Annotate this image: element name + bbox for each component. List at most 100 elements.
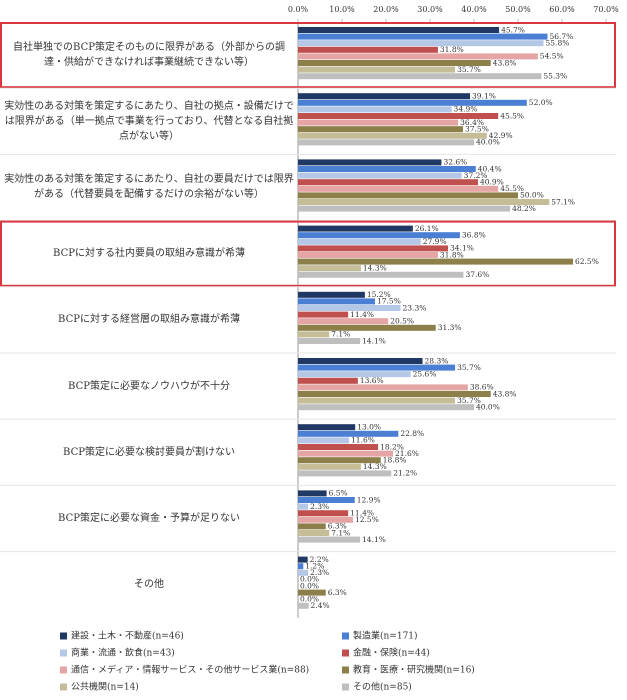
legend-label: 通信・メディア・情報サービス・その他サービス業(n=88) xyxy=(71,664,309,676)
data-label: 62.5% xyxy=(575,257,599,266)
bar xyxy=(298,437,350,444)
data-label: 54.5% xyxy=(540,52,564,61)
bar xyxy=(298,563,304,570)
data-label: 25.6% xyxy=(413,370,437,379)
bar xyxy=(298,225,413,232)
data-label: 28.3% xyxy=(425,356,449,365)
category-label: 実効性のある対策を策定するにあたり、自社の要員だけでは限界がある（代替要員を配備… xyxy=(4,174,294,201)
bar xyxy=(298,404,474,411)
legend-swatch xyxy=(342,649,349,657)
bar xyxy=(298,258,573,265)
bar xyxy=(298,199,550,205)
bar xyxy=(298,139,474,146)
bar xyxy=(298,490,327,497)
bar xyxy=(298,324,436,331)
bar xyxy=(298,179,478,186)
bar xyxy=(298,119,459,126)
data-label: 0.0% xyxy=(300,575,319,584)
bar xyxy=(298,305,401,311)
legend-swatch xyxy=(342,683,349,691)
bar xyxy=(298,569,309,576)
data-label: 31.8% xyxy=(440,250,464,259)
legend-swatch xyxy=(342,632,349,640)
data-label: 18.2% xyxy=(380,442,404,451)
bar xyxy=(298,132,487,139)
bar xyxy=(298,265,361,272)
data-label: 55.8% xyxy=(546,39,570,48)
bar xyxy=(298,444,379,450)
bar xyxy=(298,510,349,517)
data-label: 13.0% xyxy=(357,423,381,432)
data-label: 40.9% xyxy=(480,178,504,187)
x-tick-label: 10.0% xyxy=(329,5,355,14)
data-label: 37.2% xyxy=(464,171,488,180)
legend-swatch xyxy=(342,666,349,674)
legend-label: 公共機関(n=14) xyxy=(71,681,139,693)
bar xyxy=(298,318,389,325)
bar xyxy=(298,33,548,40)
data-label: 14.3% xyxy=(363,462,387,471)
bar xyxy=(298,530,330,536)
data-label: 35.7% xyxy=(457,65,481,74)
x-tick-label: 50.0% xyxy=(505,5,531,14)
x-tick-label: 0.0% xyxy=(288,5,309,14)
bar xyxy=(298,457,381,464)
data-label: 11.6% xyxy=(351,436,375,445)
x-tick-label: 40.0% xyxy=(461,5,487,14)
bar xyxy=(298,589,326,596)
data-label: 31.3% xyxy=(438,323,462,332)
bar xyxy=(298,424,356,431)
data-label: 45.5% xyxy=(500,111,524,120)
data-label: 31.8% xyxy=(440,45,464,54)
bar xyxy=(298,536,361,543)
data-label: 11.4% xyxy=(350,310,374,319)
bar xyxy=(298,192,518,199)
bar xyxy=(298,66,456,73)
data-label: 32.6% xyxy=(443,158,467,167)
data-label: 0.0% xyxy=(300,595,319,604)
data-label: 37.5% xyxy=(465,125,489,134)
x-tick-label: 20.0% xyxy=(373,5,399,14)
data-label: 34.9% xyxy=(454,105,478,114)
data-label: 45.7% xyxy=(501,25,525,34)
data-label: 35.7% xyxy=(457,363,481,372)
data-label: 7.1% xyxy=(331,330,350,339)
legend-swatch xyxy=(60,649,67,657)
x-tick-label: 30.0% xyxy=(417,5,443,14)
data-label: 39.1% xyxy=(472,92,496,101)
data-label: 42.9% xyxy=(489,131,513,140)
bar xyxy=(298,470,392,477)
data-label: 15.2% xyxy=(367,290,391,299)
legend-swatch xyxy=(60,683,67,691)
bar xyxy=(298,358,423,364)
bar xyxy=(298,245,449,252)
bar xyxy=(298,93,471,100)
data-label: 12.5% xyxy=(355,515,379,524)
data-label: 50.0% xyxy=(520,191,544,200)
bar xyxy=(298,40,544,47)
data-label: 20.5% xyxy=(390,317,414,326)
legend-label: その他(n=85) xyxy=(353,681,412,693)
legend-swatch xyxy=(60,666,67,674)
bar xyxy=(298,523,326,530)
data-label: 13.6% xyxy=(360,376,384,385)
x-tick-label: 60.0% xyxy=(549,5,575,14)
bar xyxy=(298,450,394,457)
category-label: 実効性のある対策を策定するにあたり、自社の拠点・設備だけでは限界がある（単一拠点… xyxy=(4,100,294,142)
bar xyxy=(298,430,399,437)
bar xyxy=(298,46,438,53)
legend-label: 建設・土木・不動産(n=46) xyxy=(71,630,184,642)
data-label: 22.8% xyxy=(400,429,424,438)
bar xyxy=(298,60,491,66)
category-label: BCPに対する社内要員の取組み意識が希薄 xyxy=(53,248,245,260)
data-label: 40.4% xyxy=(478,164,502,173)
highlight-box xyxy=(0,22,616,89)
bar xyxy=(298,497,355,503)
data-label: 37.6% xyxy=(465,270,489,279)
data-label: 17.5% xyxy=(377,297,401,306)
data-label: 56.7% xyxy=(549,32,573,41)
data-label: 2.3% xyxy=(310,502,329,511)
bar xyxy=(298,185,499,192)
data-label: 52.0% xyxy=(529,98,553,107)
